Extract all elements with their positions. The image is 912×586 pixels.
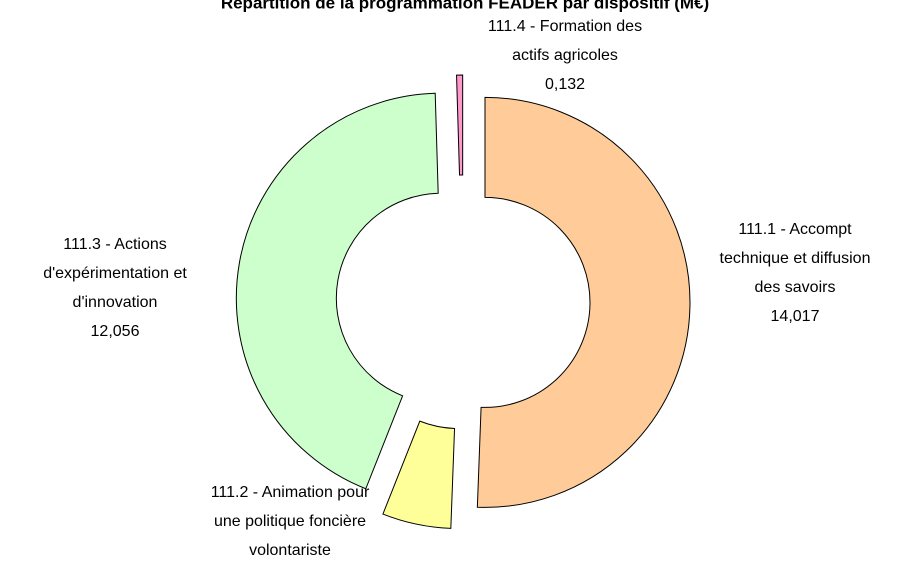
- value-label: 14,017: [771, 308, 820, 325]
- segment-label: actifs agricoles: [512, 47, 618, 64]
- segment-label: 111.4 - Formation des: [488, 18, 642, 35]
- segment-label: technique et diffusion: [720, 250, 871, 267]
- donut-segment: [382, 420, 456, 529]
- segment-label: des savoirs: [755, 279, 836, 296]
- segment-label: 111.1 - Accompt: [738, 221, 852, 238]
- donut-segment: [476, 96, 691, 508]
- value-label: 12,056: [91, 323, 140, 340]
- segment-label: une politique foncière: [214, 513, 366, 530]
- chart-title: Répartition de la programmation FEADER p…: [221, 0, 709, 12]
- donut-segment: [456, 74, 464, 176]
- segment-label: d'expérimentation et: [43, 265, 187, 282]
- donut-segment: [235, 92, 439, 490]
- segment-label: d'innovation: [73, 294, 158, 311]
- segment-label: 111.2 - Animation pour: [211, 484, 370, 501]
- value-label: 0,132: [545, 76, 585, 93]
- segment-label: 111.3 - Actions: [63, 236, 166, 253]
- segment-label: volontariste: [249, 542, 331, 559]
